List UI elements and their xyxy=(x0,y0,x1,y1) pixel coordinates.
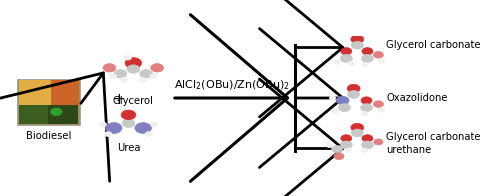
Circle shape xyxy=(374,139,383,145)
Circle shape xyxy=(330,96,336,100)
Circle shape xyxy=(125,58,142,68)
Circle shape xyxy=(348,91,360,98)
Circle shape xyxy=(341,48,352,55)
Circle shape xyxy=(120,77,128,82)
Circle shape xyxy=(139,77,146,82)
Circle shape xyxy=(332,146,342,153)
Circle shape xyxy=(150,64,164,72)
Circle shape xyxy=(341,135,352,142)
Circle shape xyxy=(351,35,364,44)
Bar xyxy=(50,80,79,105)
Circle shape xyxy=(378,59,384,63)
Circle shape xyxy=(135,123,152,133)
Circle shape xyxy=(348,61,355,65)
Text: Urea: Urea xyxy=(116,143,140,153)
Circle shape xyxy=(121,110,136,120)
Circle shape xyxy=(362,148,368,152)
Text: Biodiesel: Biodiesel xyxy=(26,131,72,141)
Bar xyxy=(20,105,48,124)
Circle shape xyxy=(378,108,384,112)
Circle shape xyxy=(140,70,152,78)
Circle shape xyxy=(338,104,350,112)
Circle shape xyxy=(124,55,132,60)
Bar xyxy=(18,79,80,124)
Circle shape xyxy=(360,104,372,112)
Circle shape xyxy=(362,112,368,116)
Circle shape xyxy=(104,132,112,136)
Circle shape xyxy=(374,52,384,58)
Text: Oxazolidone: Oxazolidone xyxy=(386,93,448,103)
Circle shape xyxy=(362,62,368,66)
Circle shape xyxy=(114,70,127,78)
Circle shape xyxy=(326,143,333,148)
Circle shape xyxy=(361,97,372,104)
Circle shape xyxy=(345,148,352,152)
Circle shape xyxy=(362,141,374,149)
Circle shape xyxy=(99,122,106,127)
Circle shape xyxy=(334,153,344,160)
Circle shape xyxy=(336,96,349,105)
Text: AlCl$_2$(OBu)/Zn(OBu)$_2$: AlCl$_2$(OBu)/Zn(OBu)$_2$ xyxy=(174,78,290,92)
Text: Glycerol: Glycerol xyxy=(113,96,154,106)
Circle shape xyxy=(347,84,360,93)
Bar xyxy=(48,105,78,124)
Circle shape xyxy=(362,54,374,62)
Circle shape xyxy=(352,129,364,137)
Circle shape xyxy=(362,135,373,142)
Circle shape xyxy=(332,109,338,113)
Text: Glycerol carbonate
urethane: Glycerol carbonate urethane xyxy=(386,132,481,155)
Circle shape xyxy=(103,64,116,72)
Circle shape xyxy=(145,132,152,136)
Circle shape xyxy=(106,123,122,133)
Bar xyxy=(20,80,50,105)
Circle shape xyxy=(334,60,340,64)
Circle shape xyxy=(352,41,364,49)
Circle shape xyxy=(150,122,158,127)
Circle shape xyxy=(351,123,364,132)
Circle shape xyxy=(362,48,373,55)
Circle shape xyxy=(50,108,62,116)
Circle shape xyxy=(150,74,157,79)
Circle shape xyxy=(340,54,352,62)
Text: +: + xyxy=(112,92,125,107)
Text: Glycerol carbonate: Glycerol carbonate xyxy=(386,40,481,50)
Circle shape xyxy=(374,101,384,107)
Circle shape xyxy=(127,65,140,73)
Circle shape xyxy=(340,141,352,149)
Circle shape xyxy=(122,119,135,127)
Circle shape xyxy=(110,74,117,79)
